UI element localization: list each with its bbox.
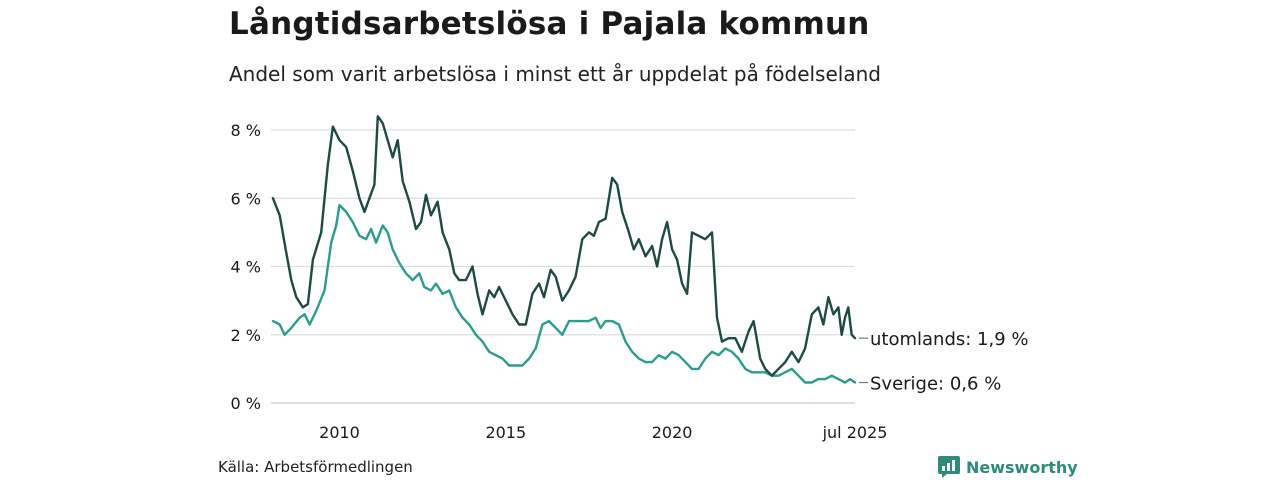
series-line-utomlands [271,115,857,377]
y-tick-label: 2 % [231,326,261,345]
end-label-utomlands: utomlands: 1,9 % [870,329,1029,350]
brand-name: Newsworthy [966,457,1078,477]
grid-lines [271,129,855,404]
end-labels: utomlands: 1,9 % Sverige: 0,6 % [859,329,1029,395]
y-tick-label: 8 % [231,121,261,140]
x-tick-label: 2010 [319,423,360,442]
x-axis-ticks: 2010 2015 2020 jul 2025 [319,423,887,442]
series-lines [271,115,857,384]
x-tick-label: jul 2025 [822,423,888,442]
y-tick-label: 6 % [231,189,261,208]
y-axis-ticks: 0 % 2 % 4 % 6 % 8 % [231,121,261,413]
bar-chart-speech-bubble-icon [938,456,960,478]
series-line-sverige [271,203,857,384]
y-tick-label: 4 % [231,258,261,277]
chart-title: Långtidsarbetslösa i Pajala kommun [229,6,870,42]
x-tick-label: 2020 [652,423,693,442]
source-note: Källa: Arbetsförmedlingen [218,458,413,476]
x-tick-label: 2015 [485,423,526,442]
brand-logo: Newsworthy [938,455,1078,479]
chart-subtitle: Andel som varit arbetslösa i minst ett å… [229,62,881,86]
y-tick-label: 0 % [231,394,261,413]
end-label-sverige: Sverige: 0,6 % [870,374,1001,395]
